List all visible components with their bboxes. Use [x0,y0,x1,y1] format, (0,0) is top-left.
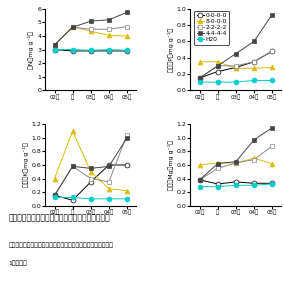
Y-axis label: 交換性Mg（mg g⁻¹）: 交換性Mg（mg g⁻¹） [168,140,174,190]
Text: 1を参照。: 1を参照。 [9,261,27,266]
Y-axis label: 全N（mg g⁻¹）: 全N（mg g⁻¹） [28,31,34,69]
Text: 围４　堆肂施用が土壌の無機養分量に与える影響: 围４ 堆肂施用が土壌の無機養分量に与える影響 [9,213,110,222]
Legend: 0-0-0-0, 8-0-0-0, 2-2-2-2, 4-4-4-4, H20: 0-0-0-0, 8-0-0-0, 2-2-2-2, 4-4-4-4, H20 [194,11,229,45]
Y-axis label: 交換性K（mg g⁻¹）: 交換性K（mg g⁻¹） [23,143,29,187]
Y-axis label: 有効態P（mg g⁻¹）: 有効態P（mg g⁻¹） [168,27,174,72]
Text: 風乃土における無機養分量の推移を示した。区名については围: 風乃土における無機養分量の推移を示した。区名については围 [9,243,114,249]
